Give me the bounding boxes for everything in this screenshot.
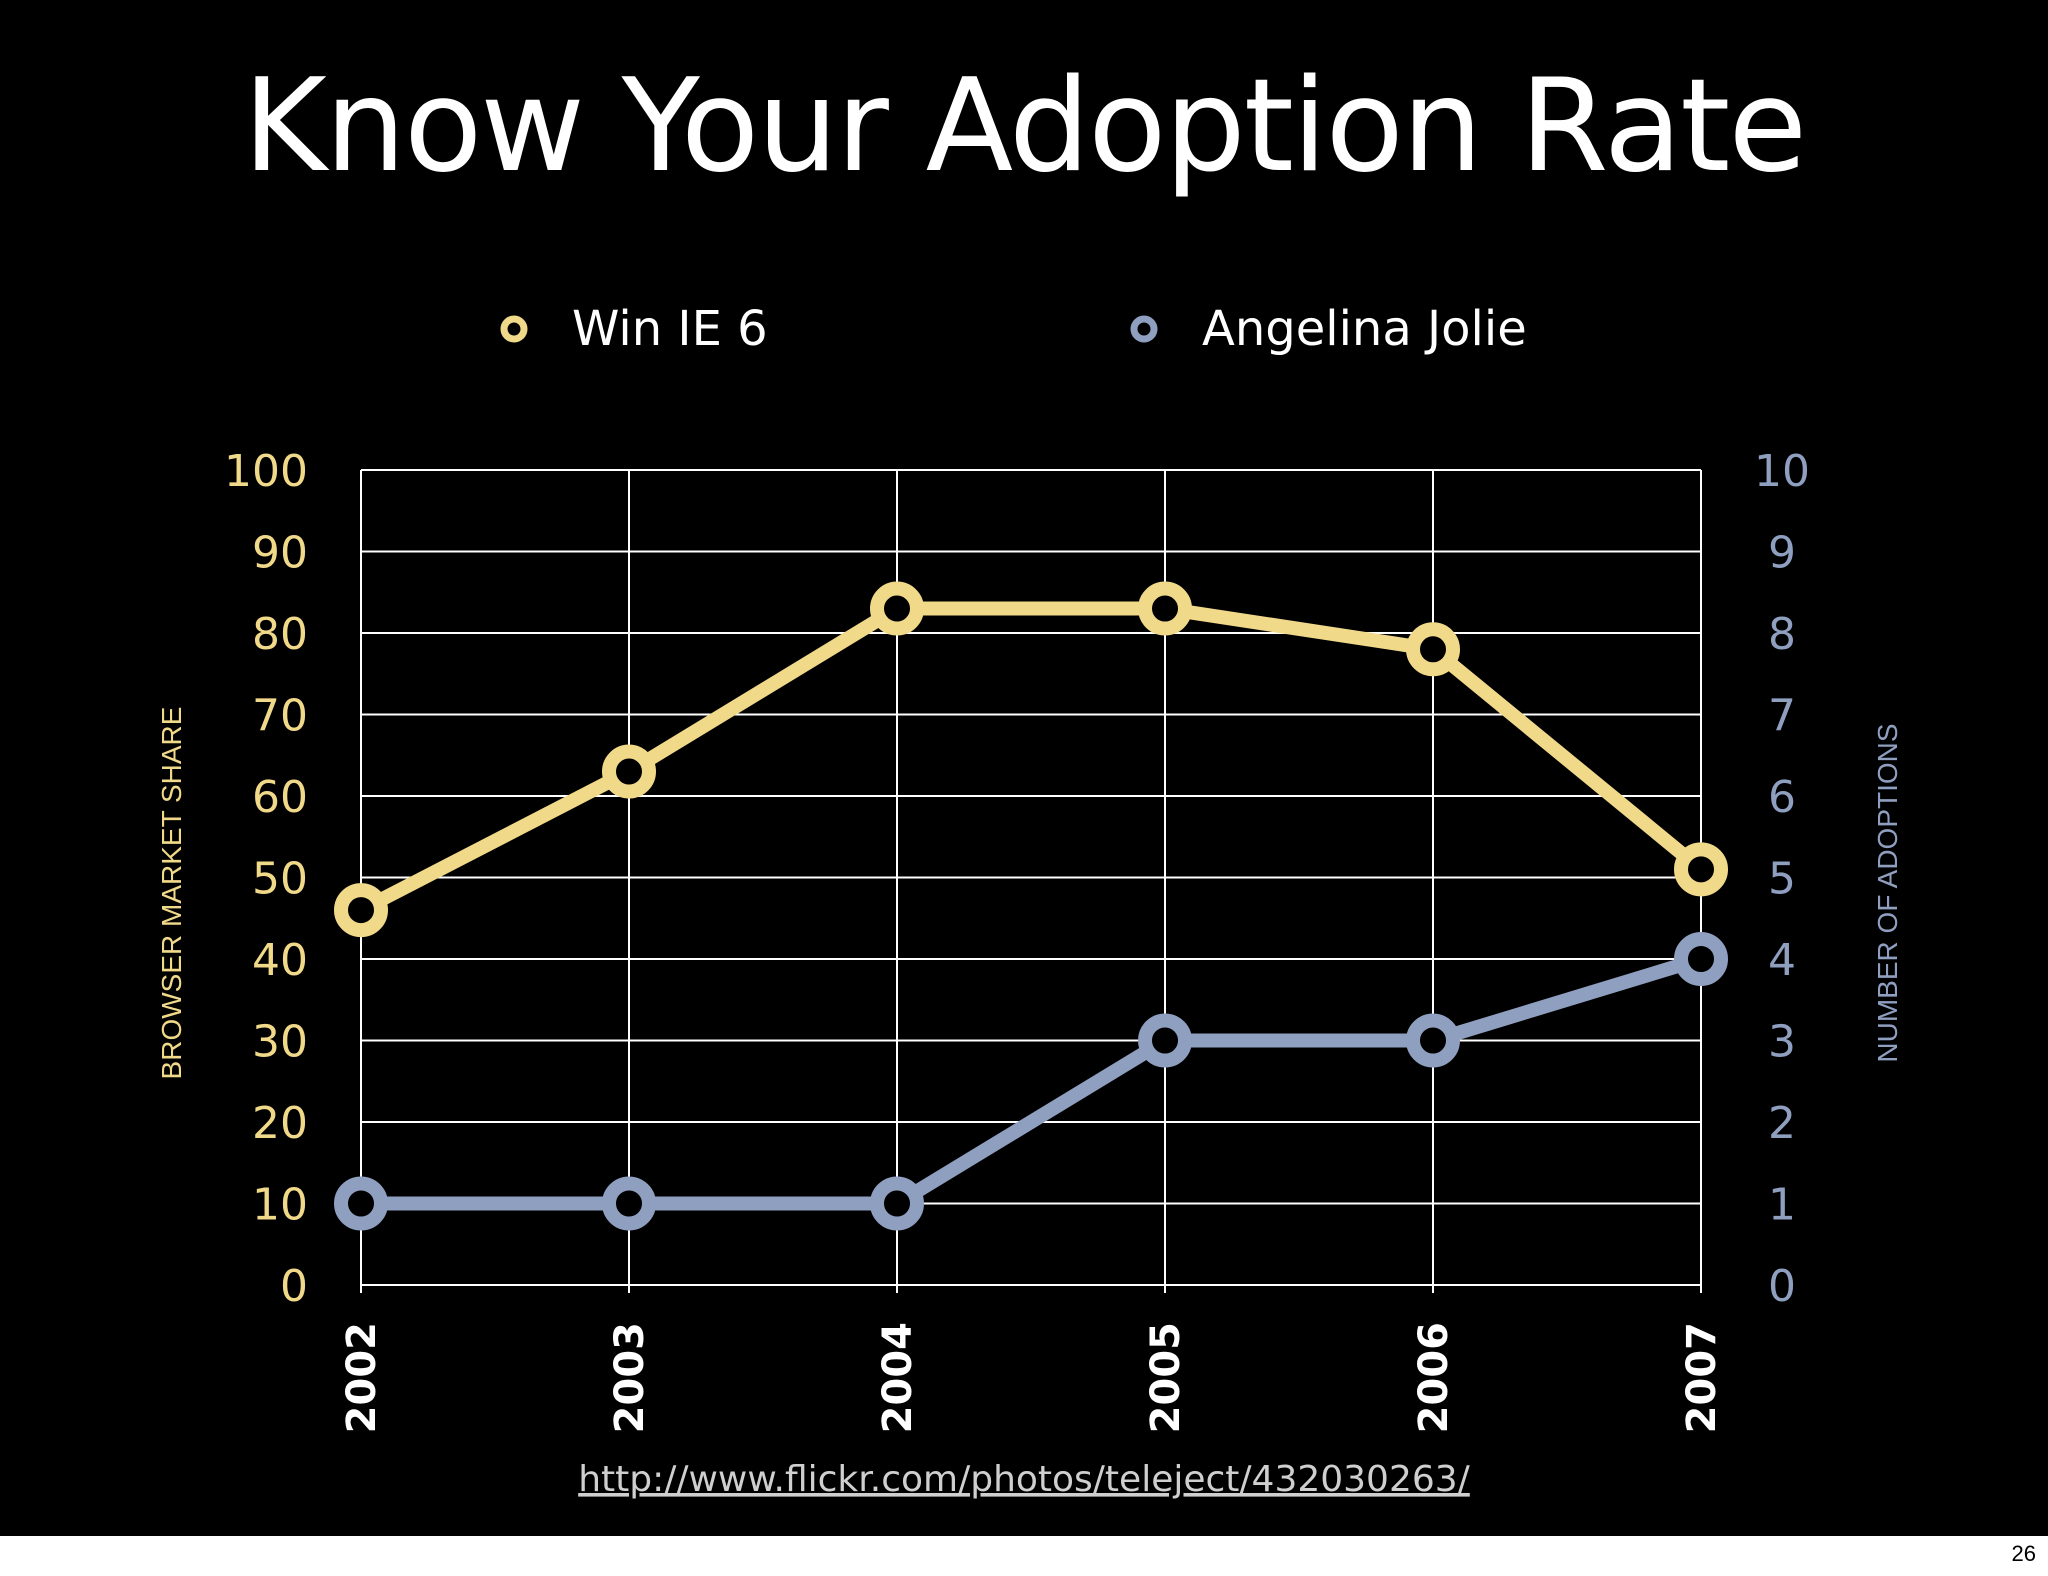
series-line (354, 952, 1708, 1211)
legend-marker-icon (500, 315, 528, 343)
y-tick-left: 10 (252, 1180, 308, 1231)
series-layer (334, 581, 1728, 1231)
right-axis-ticks: 0 1 2 3 4 5 6 7 8 9 10 (1754, 446, 1810, 1312)
y-tick-right: 8 (1768, 609, 1796, 660)
series-line (354, 601, 1708, 918)
data-point (1138, 1013, 1192, 1068)
y-axis-label-left: BROWSER MARKET SHARE (156, 707, 187, 1080)
y-tick-left: 30 (252, 1017, 308, 1068)
y-tick-right: 3 (1768, 1017, 1796, 1068)
y-tick-right: 4 (1768, 935, 1796, 986)
data-point (870, 581, 924, 636)
data-point (334, 883, 388, 938)
y-tick-right: 7 (1768, 691, 1796, 742)
data-point (602, 744, 656, 799)
chart-grid (360, 469, 1702, 1293)
legend-label: Angelina Jolie (1202, 301, 1527, 357)
x-tick-label: 2006 (1411, 1322, 1457, 1433)
x-tick-label: 2002 (339, 1322, 385, 1433)
data-point (1406, 622, 1460, 677)
y-tick-right: 2 (1768, 1098, 1796, 1149)
y-tick-left: 90 (252, 528, 308, 579)
source-link[interactable]: http://www.flickr.com/photos/teleject/43… (578, 1459, 1470, 1500)
y-tick-right: 0 (1768, 1261, 1796, 1312)
page-number: 26 (2011, 1541, 2036, 1566)
slide: Know Your Adoption Rate Win IE 6 Angelina… (0, 0, 2048, 1536)
y-tick-left: 0 (280, 1261, 308, 1312)
y-tick-left: 50 (252, 854, 308, 905)
y-tick-right: 5 (1768, 854, 1796, 905)
x-tick-label: 2007 (1679, 1322, 1725, 1433)
x-axis-ticks: 2002 2003 2004 2005 2006 2007 (339, 1322, 1725, 1433)
x-tick-label: 2005 (1143, 1322, 1189, 1433)
y-tick-right: 1 (1768, 1180, 1796, 1231)
y-tick-left: 70 (252, 691, 308, 742)
data-point (870, 1176, 924, 1231)
x-tick-label: 2004 (875, 1322, 921, 1433)
y-tick-left: 20 (252, 1098, 308, 1149)
data-point (334, 1176, 388, 1231)
y-tick-left: 40 (252, 935, 308, 986)
legend: Win IE 6 Angelina Jolie (500, 301, 1527, 357)
data-point (602, 1176, 656, 1231)
y-tick-left: 60 (252, 772, 308, 823)
footer-bar (0, 1536, 2048, 1576)
left-axis-ticks: 0 10 20 30 40 50 60 70 80 90 100 (224, 446, 308, 1312)
y-axis-label-right: NUMBER OF ADOPTIONS (1872, 723, 1903, 1062)
y-tick-right: 6 (1768, 772, 1796, 823)
data-point (1674, 842, 1728, 897)
y-tick-left: 100 (224, 446, 308, 497)
y-tick-right: 10 (1754, 446, 1810, 497)
data-point (1406, 1013, 1460, 1068)
legend-marker-icon (1130, 315, 1158, 343)
legend-label: Win IE 6 (572, 301, 768, 357)
chart: Know Your Adoption Rate Win IE 6 Angelina… (156, 52, 1903, 1500)
y-tick-right: 9 (1768, 528, 1796, 579)
y-tick-left: 80 (252, 609, 308, 660)
data-point (1674, 932, 1728, 986)
data-point (1138, 581, 1192, 636)
slide-title: Know Your Adoption Rate (243, 52, 1805, 201)
x-tick-label: 2003 (607, 1322, 653, 1433)
